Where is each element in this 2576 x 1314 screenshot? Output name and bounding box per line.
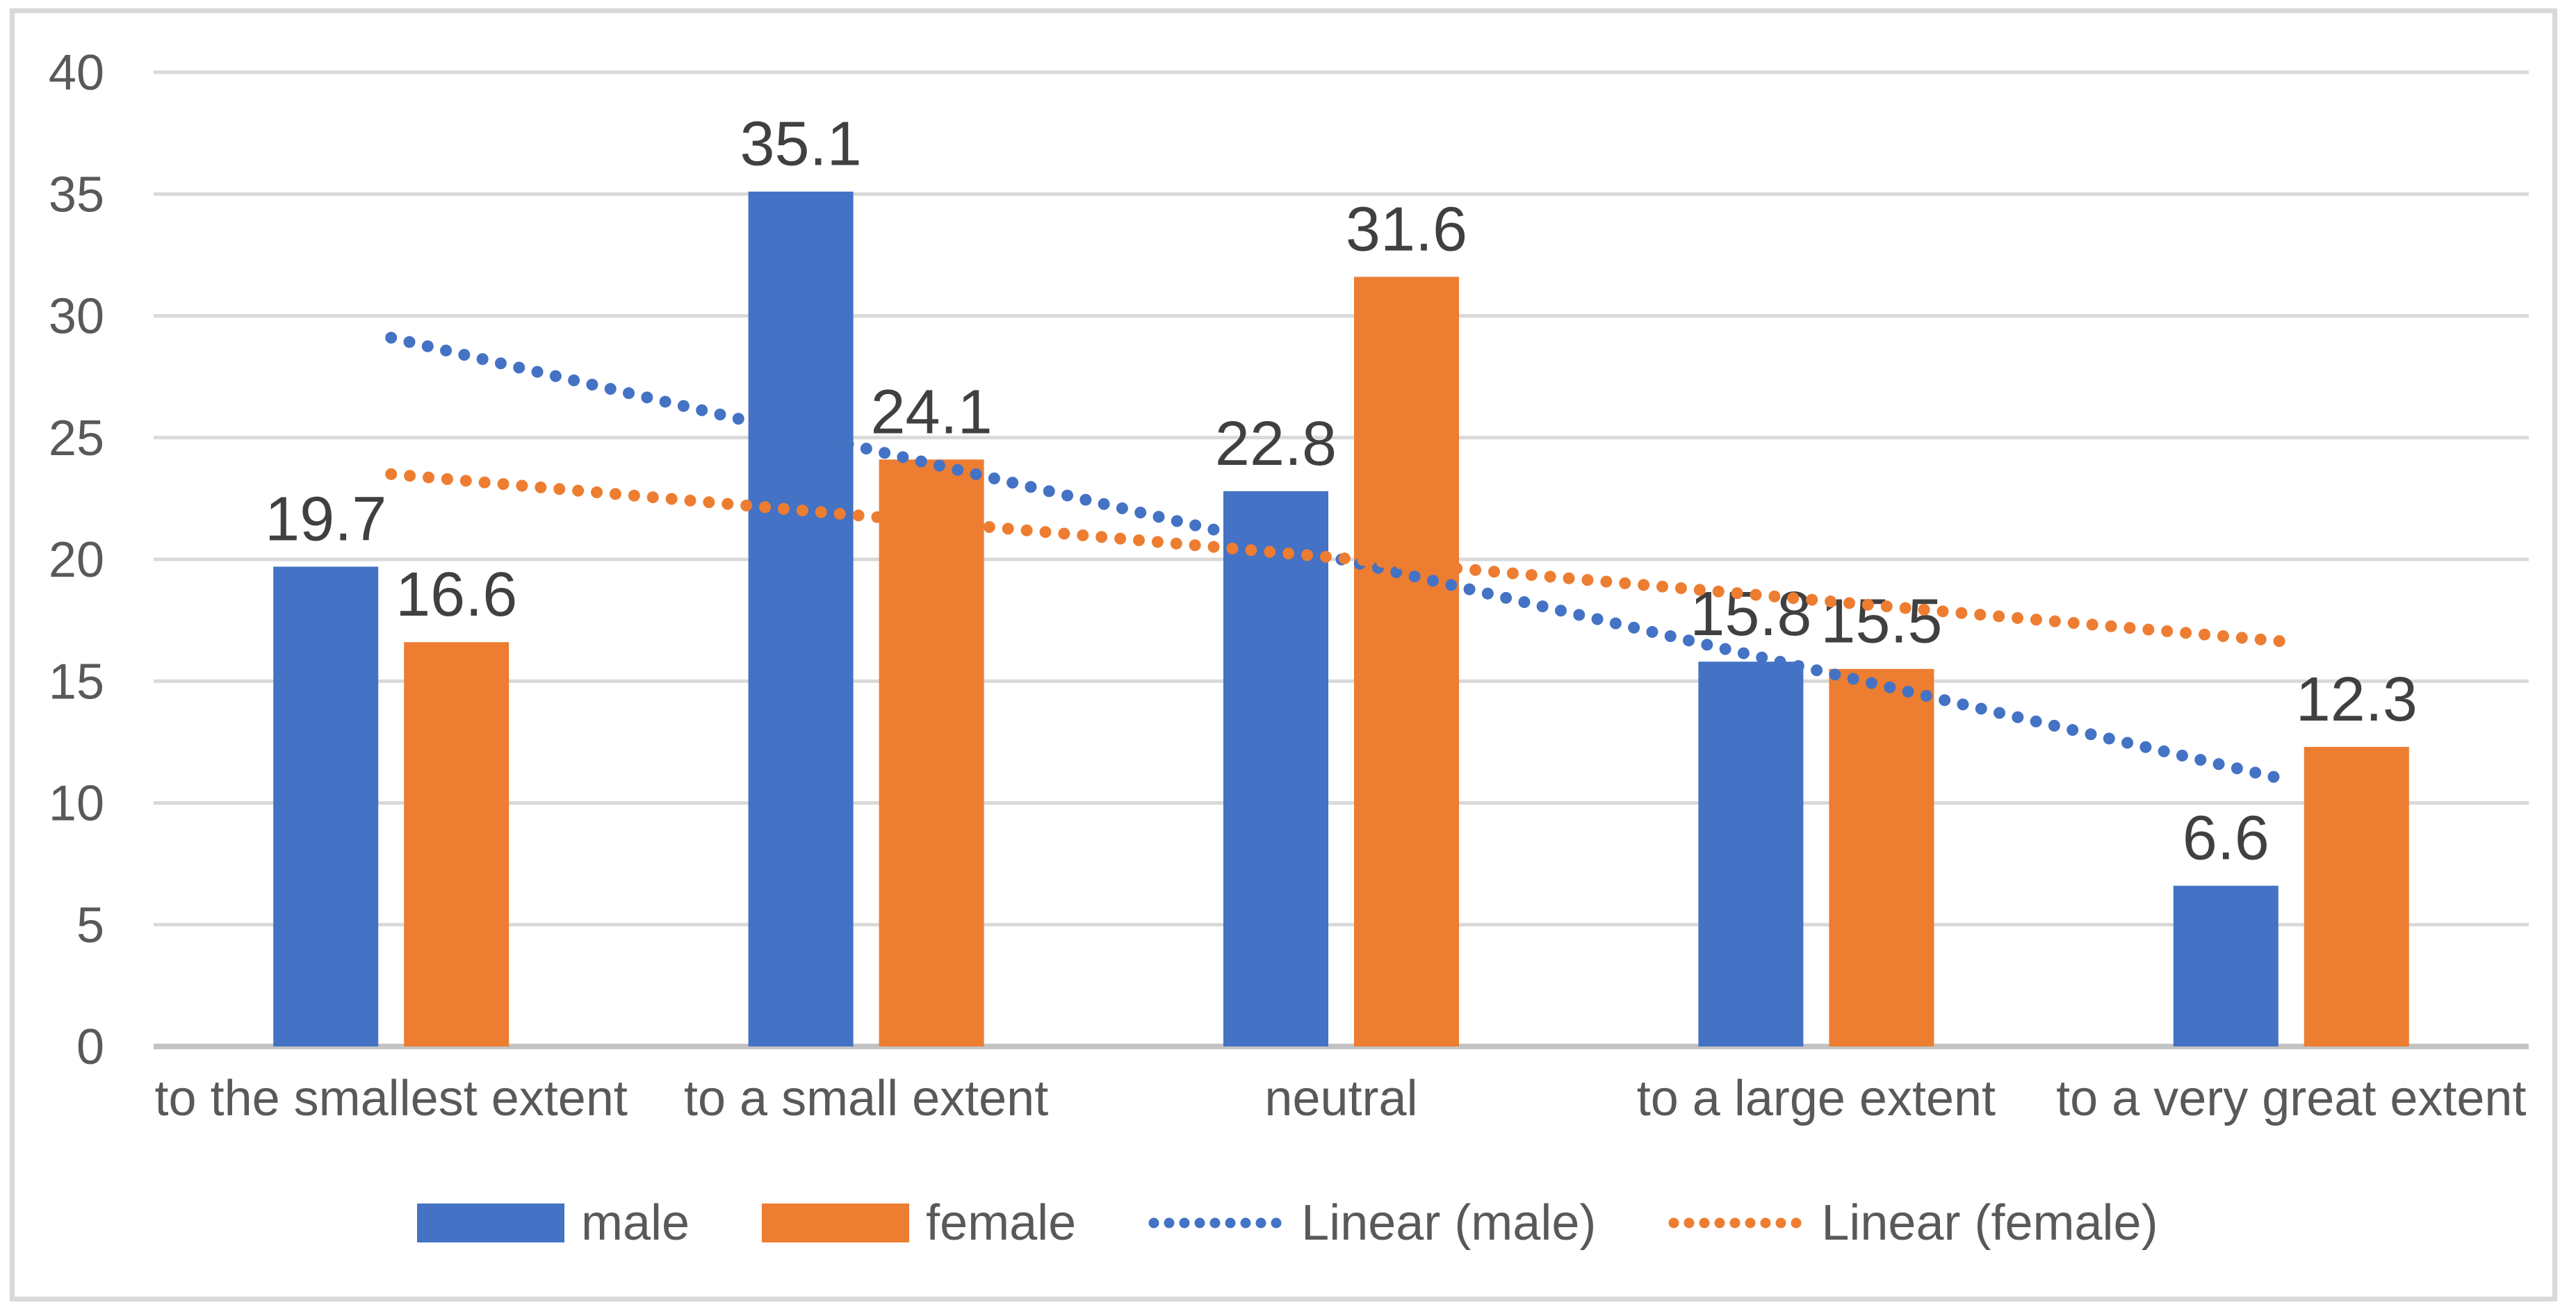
y-tick-label-35: 35 xyxy=(49,167,104,222)
bar-male-3 xyxy=(1698,662,1804,1046)
chart-frame-border xyxy=(10,8,2557,1301)
data-label-female-3: 15.5 xyxy=(1820,587,1942,657)
bar-male-2 xyxy=(1223,491,1328,1046)
bar-male-1 xyxy=(748,191,854,1046)
y-tick-label-15: 15 xyxy=(49,654,104,709)
data-label-male-0: 19.7 xyxy=(265,485,386,555)
legend-label-linear-female: Linear (female) xyxy=(1821,1195,2158,1251)
legend-swatch-female xyxy=(762,1204,910,1242)
data-label-male-2: 22.8 xyxy=(1215,409,1337,479)
bar-male-4 xyxy=(2173,885,2279,1046)
bar-female-1 xyxy=(879,459,984,1046)
x-category-label-2: neutral xyxy=(1264,1071,1417,1126)
legend-item-female: female xyxy=(762,1194,1076,1251)
legend-item-male: male xyxy=(417,1194,690,1251)
bar-female-3 xyxy=(1829,668,1934,1046)
legend-label-male: male xyxy=(581,1195,690,1251)
chart-legend: male female Linear (male) Linear (female) xyxy=(417,1191,2158,1255)
y-tick-label-10: 10 xyxy=(49,776,104,832)
bar-female-2 xyxy=(1354,277,1459,1046)
legend-swatch-male xyxy=(417,1204,564,1242)
bar-female-0 xyxy=(404,642,510,1046)
legend-dotted-sample-male xyxy=(1148,1217,1285,1229)
bar-male-0 xyxy=(273,566,379,1046)
y-tick-label-5: 5 xyxy=(76,898,104,953)
bar-female-4 xyxy=(2304,746,2409,1046)
data-label-male-3: 15.8 xyxy=(1690,580,1811,649)
legend-label-female: female xyxy=(926,1195,1077,1251)
data-label-female-0: 16.6 xyxy=(396,560,517,630)
legend-item-linear-male: Linear (male) xyxy=(1148,1194,1596,1251)
data-label-male-4: 6.6 xyxy=(2183,804,2269,873)
x-category-label-4: to a very great extent xyxy=(2056,1071,2526,1126)
y-tick-label-20: 20 xyxy=(49,532,104,588)
data-label-female-2: 31.6 xyxy=(1346,195,1467,264)
y-tick-label-25: 25 xyxy=(49,411,104,466)
data-label-male-1: 35.1 xyxy=(740,110,862,179)
y-tick-label-30: 30 xyxy=(49,289,104,345)
legend-dotted-sample-female xyxy=(1668,1217,1805,1229)
x-category-label-1: to a small extent xyxy=(684,1071,1048,1126)
y-tick-label-40: 40 xyxy=(49,45,104,101)
data-label-female-1: 24.1 xyxy=(871,377,993,447)
data-label-female-4: 12.3 xyxy=(2296,665,2418,734)
trendline-female xyxy=(385,468,2297,648)
legend-item-linear-female: Linear (female) xyxy=(1668,1194,2158,1251)
y-tick-label-0: 0 xyxy=(76,1019,104,1075)
x-category-label-3: to a large extent xyxy=(1637,1071,1996,1126)
x-category-label-0: to the smallest extent xyxy=(155,1071,628,1126)
legend-label-linear-male: Linear (male) xyxy=(1301,1195,1597,1251)
